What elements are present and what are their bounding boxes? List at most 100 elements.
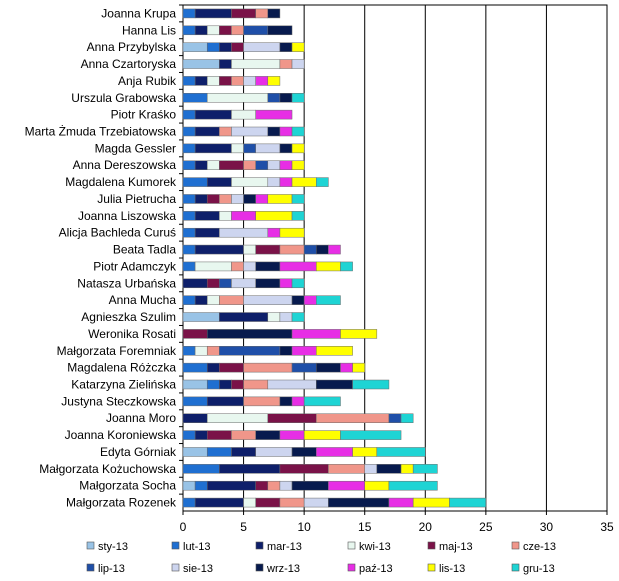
bar-segment <box>291 396 305 407</box>
bar-segment <box>255 160 269 170</box>
bar-segment <box>206 379 220 390</box>
legend-swatch <box>255 541 264 550</box>
bar-segment <box>243 379 269 390</box>
bar-segment <box>182 379 208 390</box>
bar-segment <box>279 430 305 440</box>
legend-swatch <box>427 563 436 572</box>
bar-segment <box>182 160 196 170</box>
bar-segment <box>206 93 269 103</box>
bar-segment <box>194 76 208 86</box>
bar-segment <box>206 194 220 204</box>
bar-segment <box>267 480 281 491</box>
bar-segment <box>316 413 390 423</box>
bar-segment <box>219 42 232 52</box>
legend-label: lis-13 <box>439 563 465 575</box>
bar-segment <box>243 396 281 407</box>
bar-segment <box>279 126 293 137</box>
category-label: Małgorzata Socha <box>79 479 176 493</box>
bar-segment <box>194 25 208 36</box>
bar-segment <box>279 278 293 289</box>
bar-segment <box>303 497 329 508</box>
bar-segment <box>182 42 208 52</box>
x-tick-label: 35 <box>600 520 614 534</box>
category-label: Edyta Górniak <box>100 445 177 459</box>
bar-segment <box>291 143 305 154</box>
bar-segment <box>255 261 281 272</box>
bar-segment <box>182 430 196 440</box>
category-label: Joanna Koroniewska <box>65 428 177 442</box>
bar-segment <box>255 497 281 508</box>
bar-segment <box>279 497 305 508</box>
bar-segment <box>279 480 293 491</box>
bar-segment <box>182 25 196 36</box>
bar-segment <box>340 329 378 339</box>
bar-segment <box>291 126 305 137</box>
bar-segment <box>182 76 196 86</box>
bar-segment <box>182 8 196 19</box>
bar-segment <box>231 430 256 440</box>
bar-segment <box>219 194 232 204</box>
bar-segment <box>400 464 414 474</box>
bar-segments <box>182 8 487 508</box>
bar-segment <box>243 76 256 86</box>
x-tick-label: 5 <box>240 520 247 534</box>
bar-segment <box>194 430 208 440</box>
bar-segment <box>303 396 341 407</box>
category-label: Magda Gessler <box>95 141 176 155</box>
bar-segment <box>182 59 220 69</box>
legend-label: mar-13 <box>267 541 302 553</box>
bar-segment <box>182 93 208 103</box>
legend-swatch <box>86 541 95 550</box>
bar-segment <box>255 194 269 204</box>
category-label: Agnieszka Szulim <box>81 310 176 324</box>
bar-segment <box>279 261 317 272</box>
bar-segment <box>206 430 232 440</box>
bar-segment <box>255 8 269 19</box>
bar-segment <box>267 8 281 19</box>
bar-segment <box>291 211 305 221</box>
bar-segment <box>231 126 269 137</box>
bar-segment <box>316 346 353 356</box>
bar-segment <box>182 497 196 508</box>
bar-segment <box>231 76 244 86</box>
bar-segment <box>279 396 293 407</box>
bar-segment <box>364 464 378 474</box>
bar-segment <box>412 497 450 508</box>
bar-segment <box>206 76 220 86</box>
bar-segment <box>328 464 365 474</box>
bar-segment <box>182 194 196 204</box>
bar-segment <box>243 25 269 36</box>
bar-segment <box>352 362 365 373</box>
bar-segment <box>219 278 232 289</box>
bar-segment <box>255 76 269 86</box>
bar-segment <box>243 261 256 272</box>
bar-segment <box>231 447 256 457</box>
bar-segment <box>194 109 232 120</box>
bar-segment <box>340 261 353 272</box>
bar-segment <box>267 126 281 137</box>
legend-swatch <box>255 563 264 572</box>
bar-segment <box>219 227 269 238</box>
bar-segment <box>219 362 244 373</box>
category-label: Natasza Urbańska <box>77 276 176 290</box>
legend-label: kwi-13 <box>359 541 391 553</box>
bar-segment <box>194 160 208 170</box>
bar-segment <box>231 379 244 390</box>
category-label: Joanna Liszowska <box>78 209 176 223</box>
category-label: Magdalena Różczka <box>67 361 176 375</box>
bar-segment <box>219 59 232 69</box>
bar-segment <box>279 160 293 170</box>
bar-segment <box>267 379 317 390</box>
bar-segment <box>243 295 293 305</box>
bar-segment <box>219 160 244 170</box>
bar-segment <box>255 211 293 221</box>
bar-segment <box>279 244 305 255</box>
bar-segment <box>194 244 244 255</box>
bar-segment <box>231 261 244 272</box>
bar-segment <box>267 160 281 170</box>
bar-segment <box>291 160 305 170</box>
axes <box>179 4 608 515</box>
bar-segment <box>340 362 353 373</box>
x-tick-label: 30 <box>540 520 554 534</box>
